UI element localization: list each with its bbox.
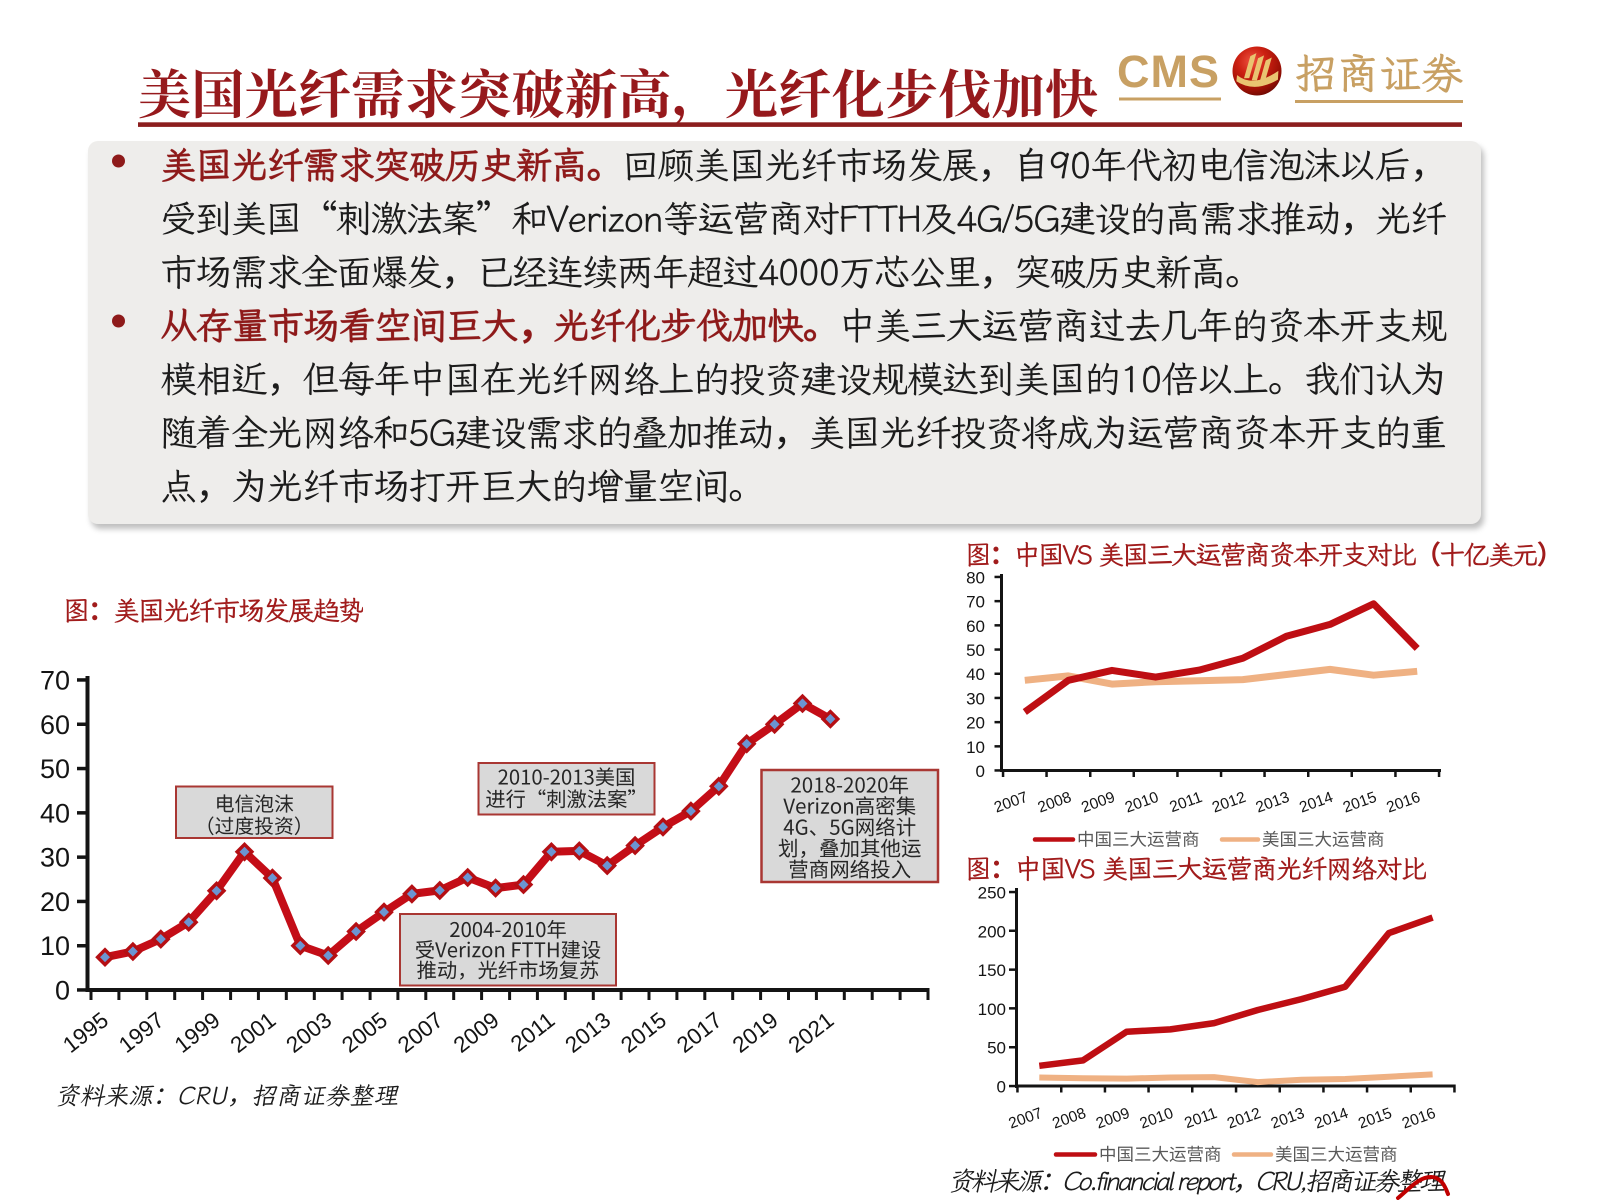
svg-text:2008: 2008	[1050, 1105, 1088, 1133]
svg-text:2007: 2007	[992, 789, 1030, 817]
svg-text:2005: 2005	[337, 1007, 392, 1058]
svg-text:20: 20	[40, 887, 70, 917]
svg-text:2021: 2021	[784, 1007, 839, 1058]
svg-text:2014: 2014	[1297, 789, 1336, 817]
svg-text:2011: 2011	[506, 1007, 560, 1056]
svg-text:2013: 2013	[1254, 789, 1292, 817]
svg-text:0: 0	[997, 1078, 1006, 1097]
svg-text:150: 150	[978, 961, 1006, 980]
svg-text:2016: 2016	[1400, 1105, 1438, 1133]
svg-text:2009: 2009	[1079, 789, 1117, 817]
svg-text:1997: 1997	[114, 1007, 169, 1058]
svg-text:2013: 2013	[1269, 1105, 1307, 1133]
svg-text:10: 10	[40, 931, 70, 961]
svg-text:0: 0	[976, 762, 985, 781]
svg-text:2001: 2001	[226, 1007, 281, 1058]
svg-text:2012: 2012	[1210, 789, 1248, 817]
svg-text:2007: 2007	[1006, 1105, 1044, 1133]
svg-text:2019: 2019	[728, 1007, 783, 1058]
svg-text:2017: 2017	[672, 1007, 727, 1058]
svg-text:0: 0	[55, 976, 70, 1006]
svg-text:2015: 2015	[1356, 1105, 1394, 1133]
svg-text:2012: 2012	[1225, 1105, 1263, 1133]
svg-text:2010: 2010	[1123, 789, 1162, 817]
svg-text:100: 100	[978, 1000, 1006, 1019]
svg-text:70: 70	[966, 593, 985, 612]
svg-text:2009: 2009	[1094, 1105, 1132, 1133]
svg-text:200: 200	[978, 922, 1006, 941]
svg-text:2009: 2009	[449, 1007, 504, 1058]
svg-text:60: 60	[966, 617, 985, 636]
svg-text:2010: 2010	[1138, 1105, 1177, 1133]
svg-text:2015: 2015	[1341, 789, 1379, 817]
svg-text:2008: 2008	[1036, 789, 1074, 817]
svg-text:70: 70	[40, 666, 70, 696]
svg-text:2003: 2003	[281, 1007, 336, 1058]
svg-text:2011: 2011	[1182, 1105, 1219, 1132]
svg-text:30: 30	[40, 843, 70, 873]
svg-text:1995: 1995	[58, 1007, 113, 1058]
svg-text:2014: 2014	[1312, 1105, 1351, 1133]
svg-text:2015: 2015	[616, 1007, 671, 1058]
svg-text:10: 10	[966, 738, 985, 757]
svg-text:50: 50	[987, 1039, 1006, 1058]
svg-text:2011: 2011	[1167, 789, 1204, 816]
svg-text:20: 20	[966, 714, 985, 733]
svg-text:1999: 1999	[170, 1007, 225, 1058]
svg-text:50: 50	[40, 754, 70, 784]
svg-text:40: 40	[966, 665, 985, 684]
svg-text:2016: 2016	[1384, 789, 1422, 817]
svg-text:2007: 2007	[393, 1007, 448, 1058]
svg-text:CMS: CMS	[1117, 46, 1220, 97]
svg-text:250: 250	[978, 884, 1006, 903]
svg-text:50: 50	[966, 641, 985, 660]
svg-text:30: 30	[966, 689, 985, 708]
svg-text:2013: 2013	[560, 1007, 615, 1058]
svg-text:40: 40	[40, 798, 70, 828]
svg-text:60: 60	[40, 710, 70, 740]
svg-text:80: 80	[966, 569, 985, 588]
